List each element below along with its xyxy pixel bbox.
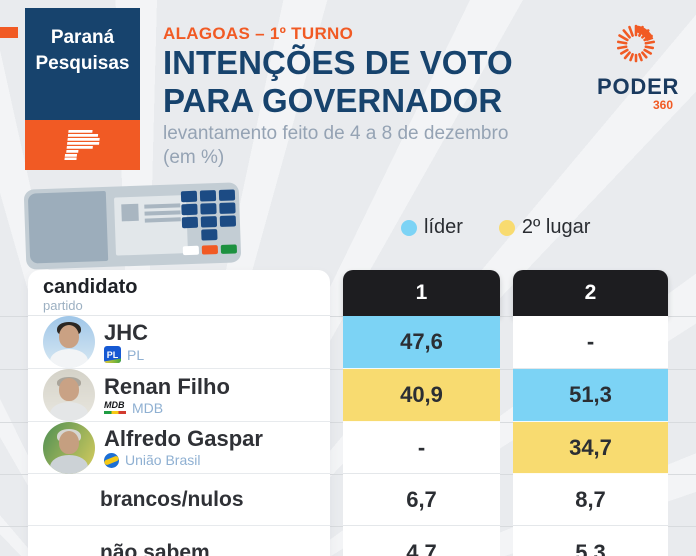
- candidate-party: MDB MDB: [104, 400, 230, 416]
- brand-name-line2: Pesquisas: [35, 53, 130, 74]
- brand-name: Paraná Pesquisas: [36, 25, 130, 77]
- row-label: não sabem: [100, 541, 210, 556]
- voting-machine-icon: [23, 182, 242, 270]
- candidate-name: JHC: [104, 320, 149, 345]
- legend: líder 2º lugar: [401, 216, 590, 239]
- cell-jhc-round2: -: [513, 316, 668, 369]
- orange-accent-tab: [0, 27, 18, 38]
- cell-gaspar-round1: -: [343, 422, 500, 474]
- keypad-white-key: [182, 245, 200, 256]
- voting-machine-keypad: [180, 189, 238, 259]
- second-place-dot-icon: [498, 219, 515, 236]
- keypad-key: [219, 202, 236, 214]
- voting-machine-photo-box: [121, 203, 139, 222]
- row-label: brancos/nulos: [100, 487, 244, 511]
- cell-brancos-round1: 6,7: [343, 474, 500, 526]
- table-row-renan-filho: Renan Filho MDB MDB: [28, 369, 330, 422]
- table-row-brancos-nulos: brancos/nulos: [28, 474, 330, 526]
- parana-pesquisas-logo: Paraná Pesquisas: [25, 8, 140, 170]
- voting-machine-text-line: [144, 210, 181, 216]
- candidate-party: União Brasil: [104, 452, 263, 468]
- page-title-line1: INTENÇÕES DE VOTO: [163, 44, 513, 81]
- legend-item-second: 2º lugar: [498, 216, 591, 239]
- candidates-column: candidato partido JHC PL PL Renan Filho: [28, 270, 330, 556]
- candidate-photo-jhc: [43, 316, 95, 368]
- keypad-key-zero: [201, 229, 218, 241]
- table-row-alfredo-gaspar: Alfredo Gaspar União Brasil: [28, 421, 330, 474]
- keypad-key: [181, 216, 199, 229]
- party-name: PL: [127, 346, 145, 363]
- column-header-candidate: candidato: [43, 276, 138, 298]
- keypad-key: [219, 215, 237, 227]
- cell-jhc-round1: 47,6: [343, 316, 500, 369]
- brand-name-line1: Paraná: [50, 27, 115, 48]
- voting-machine-panel: [113, 195, 188, 256]
- poder360-logo: PODER 360: [597, 22, 680, 112]
- party-name: União Brasil: [125, 452, 201, 468]
- voting-machine-screen: [27, 190, 109, 264]
- keypad-key: [218, 189, 236, 201]
- round-2-header: 2: [513, 270, 668, 316]
- page-title: INTENÇÕES DE VOTO PARA GOVERNADOR: [163, 44, 513, 120]
- poder-360-suffix: 360: [652, 98, 673, 112]
- mdb-logo-icon: MDB: [104, 401, 126, 414]
- cell-naosabem-round1: 4,7: [343, 526, 500, 556]
- page-title-line2: PARA GOVERNADOR: [163, 82, 503, 119]
- candidate-name: Alfredo Gaspar: [104, 426, 263, 451]
- candidate-meta: JHC PL PL: [104, 321, 148, 363]
- survey-subtitle-line2: (em %): [163, 147, 225, 168]
- survey-subtitle: levantamento feito de 4 a 8 de dezembro …: [163, 122, 508, 170]
- leader-dot-icon: [401, 219, 417, 236]
- brand-icon-box: [25, 120, 140, 170]
- cell-brancos-round2: 8,7: [513, 474, 668, 526]
- cell-gaspar-round2: 34,7: [513, 422, 668, 474]
- candidate-meta: Renan Filho MDB MDB: [104, 373, 230, 416]
- candidate-name: Renan Filho: [104, 373, 230, 399]
- cell-naosabem-round2: 5,3: [513, 526, 668, 556]
- keypad-key: [181, 203, 198, 216]
- survey-subtitle-line1: levantamento feito de 4 a 8 de dezembro: [163, 123, 509, 144]
- cell-renan-round2: 51,3: [513, 369, 668, 422]
- candidate-photo-renan: [43, 369, 95, 421]
- region-kicker: ALAGOAS – 1º TURNO: [163, 24, 354, 43]
- keypad-key: [200, 216, 218, 228]
- candidate-photo-gaspar: [43, 421, 95, 474]
- keypad-key: [180, 190, 198, 203]
- candidate-party: PL PL: [104, 346, 148, 363]
- keypad-confirm-key: [220, 244, 238, 254]
- round-1-column: 1 47,6 40,9 - 6,7 4,7: [343, 270, 500, 556]
- legend-leader-label: líder: [424, 216, 463, 238]
- parana-pesquisas-p-icon: [63, 130, 100, 160]
- round-2-column: 2 - 51,3 34,7 8,7 5,3: [513, 270, 668, 556]
- round-1-header: 1: [343, 270, 500, 316]
- keypad-key: [199, 190, 217, 202]
- poder360-sunburst-icon: [616, 24, 656, 63]
- cell-renan-round1: 40,9: [343, 369, 500, 422]
- candidate-meta: Alfredo Gaspar União Brasil: [104, 427, 263, 468]
- legend-second-label: 2º lugar: [521, 216, 591, 238]
- poder-wordmark: PODER: [597, 74, 680, 99]
- candidates-column-header: candidato partido: [28, 270, 330, 316]
- column-header-party: partido: [43, 298, 83, 313]
- voting-machine-text-line: [144, 203, 181, 209]
- uniao-brasil-logo-icon: [104, 452, 119, 468]
- table-row-nao-sabem: não sabem: [28, 526, 330, 556]
- party-name: MDB: [132, 399, 164, 416]
- keypad-key: [200, 203, 217, 215]
- pl-logo-icon: PL: [104, 346, 121, 363]
- table-row-jhc: JHC PL PL: [28, 316, 330, 369]
- brand-name-box: Paraná Pesquisas: [25, 8, 140, 120]
- keypad-correct-key: [201, 245, 219, 255]
- voting-machine-text-line: [144, 217, 181, 223]
- legend-item-leader: líder: [401, 216, 463, 239]
